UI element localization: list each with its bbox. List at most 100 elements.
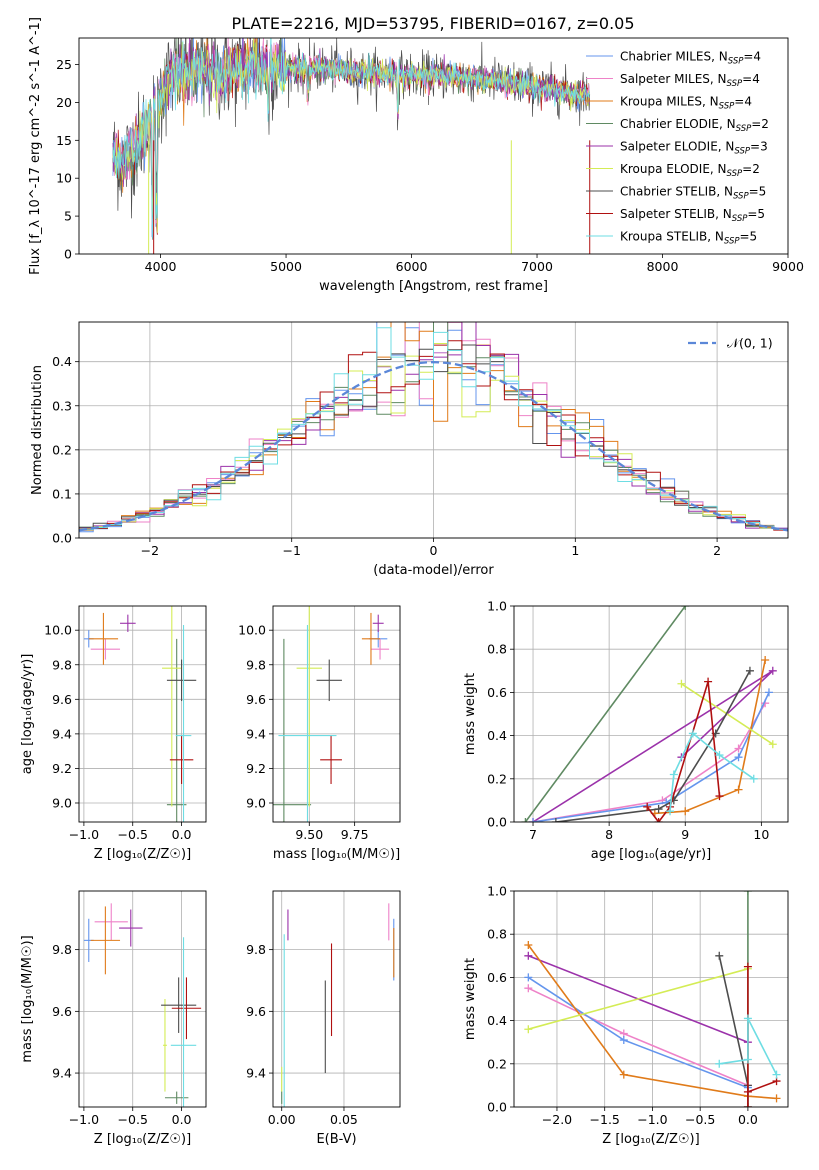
y-tick-label: 9.8: [246, 657, 266, 672]
errorbar-salpeter_miles: [94, 903, 128, 941]
weight-marker: [669, 770, 678, 779]
plot-area-residuals: [79, 322, 788, 533]
y-tick-label: 0.2: [52, 442, 72, 457]
errorbar-kroupa_stelib: [278, 625, 337, 822]
x-axis-label: (data-model)/error: [373, 563, 494, 578]
x-tick-label: −0.5: [118, 827, 148, 842]
x-tick-label: 4000: [145, 259, 177, 274]
weight-marker: [524, 951, 533, 960]
y-tick-label: 0.8: [487, 642, 507, 657]
errorbar-salpeter_elodie: [372, 614, 384, 632]
x-tick-label: 8000: [647, 259, 679, 274]
y-tick-label: 9.6: [246, 1004, 266, 1019]
axes-frame: [272, 605, 401, 823]
axes-frame: [78, 321, 789, 539]
weight-marker: [768, 666, 777, 675]
y-tick-label: 9.2: [246, 761, 266, 776]
x-tick-label: 0.0: [172, 1112, 192, 1127]
weight-marker: [764, 688, 773, 697]
x-tick-label: −1: [282, 543, 300, 558]
x-tick-label: 2: [713, 543, 721, 558]
y-tick-label: 0.1: [52, 486, 72, 501]
weight-marker: [743, 962, 752, 971]
plot-area-weight_vs_Z: [524, 891, 781, 1107]
y-axis-label: mass weight: [463, 673, 478, 755]
y-tick-label: 9.6: [52, 692, 72, 707]
x-axis-label: Z [log₁₀(Z/Z☉)]: [602, 1132, 699, 1147]
plot-area-weight_vs_age: [521, 606, 777, 822]
x-tick-label: −1.0: [69, 827, 99, 842]
weight-line-chabrier_miles: [532, 692, 770, 822]
legend-label: 𝒩(0, 1): [727, 336, 773, 351]
x-axis-label: wavelength [Angstrom, rest frame]: [319, 279, 548, 294]
y-tick-label: 0.4: [487, 728, 507, 743]
y-tick-label: 15: [56, 133, 72, 148]
panel-mass_vs_ebv: 0.00 0.05 9.4 9.6 9.8 E(B-V): [246, 890, 401, 1147]
x-tick-label: 9000: [772, 259, 804, 274]
weight-marker: [734, 744, 743, 753]
weight-marker: [734, 753, 743, 762]
weight-marker: [772, 1094, 781, 1103]
panel-residuals: −2 −1 0 1 2 0.0 0.1 0.2 0.3 0.4 (data-model)/error…: [30, 321, 789, 578]
panel-weight_vs_Z: −2.0 −1.5 −1.0 −0.5 0.0 0.0 0.2 0.4 0.6 0.8 1.0 Z […: [463, 884, 789, 1147]
x-tick-label: −0.5: [118, 1112, 148, 1127]
y-tick-label: 0: [64, 247, 72, 262]
weight-marker: [745, 666, 754, 675]
legend-label: Chabrier MILES, NSSP=4: [620, 50, 761, 67]
errorbar-kroupa_stelib: [175, 625, 192, 822]
x-tick-label: 8: [605, 827, 613, 842]
axes-frame: [78, 605, 207, 823]
weight-marker: [619, 1036, 628, 1045]
y-tick-label: 0.4: [487, 1013, 507, 1028]
errorbar-kroupa_miles: [88, 612, 119, 665]
plot-area-age_vs_Z: [83, 606, 197, 822]
plot-area-mass_vs_ebv: [281, 903, 395, 1107]
weight-marker: [743, 1103, 752, 1107]
y-tick-label: 0.2: [487, 1056, 507, 1071]
weight-marker: [715, 792, 724, 801]
y-tick-label: 9.0: [52, 795, 72, 810]
panel-age_vs_Z: −1.0 −0.5 0.0 9.0 9.2 9.4 9.6 9.8 10.0 Z [log₁₀(Z…: [20, 605, 207, 862]
x-tick-label: −2.0: [542, 1112, 572, 1127]
weight-marker: [521, 818, 530, 822]
x-tick-label: 0.05: [330, 1112, 358, 1127]
axes-frame: [78, 37, 789, 255]
errorbar-chabrier_stelib: [316, 659, 342, 702]
y-tick-label: 0.6: [487, 685, 507, 700]
y-tick-label: 9.2: [52, 761, 72, 776]
weight-marker: [654, 818, 663, 822]
y-axis-label: mass weight: [463, 958, 478, 1040]
errorbar-kroupa_miles: [361, 612, 381, 665]
x-tick-label: 0.0: [172, 827, 192, 842]
y-tick-label: 0.8: [487, 927, 507, 942]
x-tick-label: −1.0: [69, 1112, 99, 1127]
panel-weight_vs_age: 7 8 9 10 0.0 0.2 0.4 0.6 0.8 1.0 age [log₁₀(age/yr…: [463, 599, 789, 862]
weight-marker: [743, 1014, 752, 1023]
y-tick-label: 0.0: [487, 1100, 507, 1115]
errorbar-chabrier_stelib: [161, 977, 197, 1033]
x-tick-label: 0.0: [738, 1112, 758, 1127]
errorbar-kroupa_elodie: [296, 606, 322, 807]
weight-marker: [619, 1070, 628, 1079]
legend-label: Kroupa MILES, NSSP=4: [620, 95, 752, 112]
weight-line-salpeter_miles: [527, 987, 749, 1087]
y-tick-label: 20: [56, 95, 72, 110]
errorbar-salpeter_miles: [370, 638, 390, 660]
y-tick-label: 0.0: [487, 815, 507, 830]
x-tick-label: 9: [681, 827, 689, 842]
weight-marker: [551, 818, 560, 822]
weight-marker: [677, 679, 686, 688]
weight-marker: [715, 751, 724, 760]
legend-label: Salpeter ELODIE, NSSP=3: [620, 140, 768, 157]
weight-line-kroupa_miles: [527, 944, 777, 1100]
weight-line-salpeter_stelib: [747, 966, 777, 1107]
x-tick-label: 7000: [521, 259, 553, 274]
errorbar-chabrier_elodie: [273, 638, 312, 822]
weight-marker: [524, 941, 533, 949]
weight-marker: [681, 606, 690, 610]
y-tick-label: 0.3: [52, 398, 72, 413]
legend-label: Salpeter STELIB, NSSP=5: [620, 207, 765, 224]
spectrum-legend: Chabrier MILES, NSSP=4 Salpeter MILES, NS…: [586, 50, 769, 247]
weight-marker: [643, 802, 652, 811]
legend-label: Salpeter MILES, NSSP=4: [620, 72, 760, 89]
